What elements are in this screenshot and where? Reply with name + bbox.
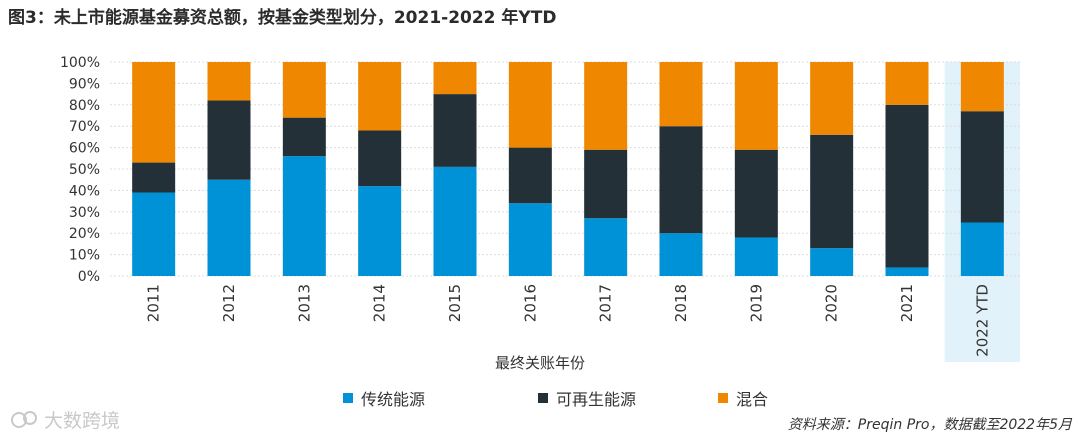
legend-label-mixed: 混合 — [736, 390, 769, 409]
legend-item-renewable: 可再生能源 — [538, 386, 636, 410]
legend-swatch-mixed — [718, 393, 728, 403]
x-tick-label: 2017 — [597, 284, 615, 322]
bar-segment-mixed — [960, 62, 1004, 112]
y-tick-label: 30% — [69, 205, 100, 221]
bar-segment-renewable — [885, 104, 929, 268]
bar-segment-mixed — [659, 62, 703, 127]
y-tick-label: 20% — [69, 226, 100, 242]
bar-segment-mixed — [132, 62, 176, 163]
bar-segment-traditional — [508, 203, 552, 276]
x-tick-label: 2022 YTD — [973, 284, 991, 357]
x-tick-label: 2012 — [220, 284, 238, 322]
bar-segment-traditional — [885, 267, 929, 276]
legend-label-traditional: 传统能源 — [361, 390, 426, 409]
bar-segment-renewable — [584, 149, 628, 219]
legend-swatch-renewable — [538, 393, 548, 403]
bar-segment-traditional — [433, 166, 477, 276]
x-tick-label: 2015 — [446, 284, 464, 322]
y-tick-label: 10% — [69, 248, 100, 264]
x-tick-label: 2016 — [521, 284, 539, 322]
bar-segment-mixed — [810, 62, 854, 135]
bar-segment-traditional — [132, 192, 176, 276]
bar-segment-mixed — [433, 62, 477, 95]
bar-segment-mixed — [358, 62, 402, 131]
bar-segment-mixed — [282, 62, 326, 118]
x-tick-label: 2021 — [898, 284, 916, 322]
bar-segment-renewable — [810, 134, 854, 249]
legend-item-mixed: 混合 — [718, 386, 768, 410]
bar-segment-renewable — [132, 162, 176, 193]
bar-segment-renewable — [734, 149, 778, 238]
bar-segment-renewable — [960, 111, 1004, 223]
watermark-logo-icon — [11, 410, 37, 428]
bar-segment-renewable — [508, 147, 552, 204]
legend-item-traditional: 传统能源 — [343, 386, 425, 410]
x-tick-label: 2011 — [145, 284, 163, 322]
legend-swatch-traditional — [343, 393, 353, 403]
source-note: 资料来源：Preqin Pro，数据截至2022年5月 — [787, 417, 1072, 433]
bar-segment-renewable — [659, 126, 703, 234]
x-tick-label: 2013 — [295, 284, 313, 322]
bar-segment-renewable — [282, 117, 326, 157]
legend-label-renewable: 可再生能源 — [556, 390, 637, 409]
y-tick-label: 90% — [69, 76, 100, 92]
x-tick-label: 2020 — [823, 284, 841, 322]
bar-segment-traditional — [282, 156, 326, 276]
watermark-text: 大数跨境 — [44, 410, 121, 432]
y-tick-label: 100% — [60, 55, 100, 71]
bar-segment-mixed — [885, 62, 929, 105]
bar-segment-traditional — [659, 233, 703, 276]
bar-segment-traditional — [207, 179, 251, 276]
bar-segment-mixed — [508, 62, 552, 148]
y-tick-label: 0% — [78, 269, 100, 285]
bar-segment-traditional — [810, 248, 854, 276]
bar-segment-renewable — [433, 94, 477, 167]
bar-segment-traditional — [584, 218, 628, 276]
y-tick-label: 40% — [69, 183, 100, 199]
x-axis-label: 最终关账年份 — [494, 354, 585, 372]
bar-segment-traditional — [358, 186, 402, 276]
y-tick-label: 50% — [69, 162, 100, 178]
bar-segment-traditional — [960, 222, 1004, 276]
x-tick-label: 2014 — [371, 284, 389, 322]
y-tick-label: 60% — [69, 141, 100, 157]
bar-segment-renewable — [207, 100, 251, 180]
watermark: 大数跨境 — [10, 406, 120, 433]
x-tick-label: 2018 — [672, 284, 690, 322]
bar-segment-traditional — [734, 237, 778, 276]
bar-segment-mixed — [207, 62, 251, 101]
bar-segment-renewable — [358, 130, 402, 187]
x-tick-label: 2019 — [747, 284, 765, 322]
bar-segment-mixed — [584, 62, 628, 150]
bar-segment-mixed — [734, 62, 778, 150]
y-tick-label: 70% — [69, 119, 100, 135]
y-tick-label: 80% — [69, 98, 100, 114]
chart-title: 图3：未上市能源基金募资总额，按基金类型划分，2021-2022 年YTD — [8, 8, 557, 28]
